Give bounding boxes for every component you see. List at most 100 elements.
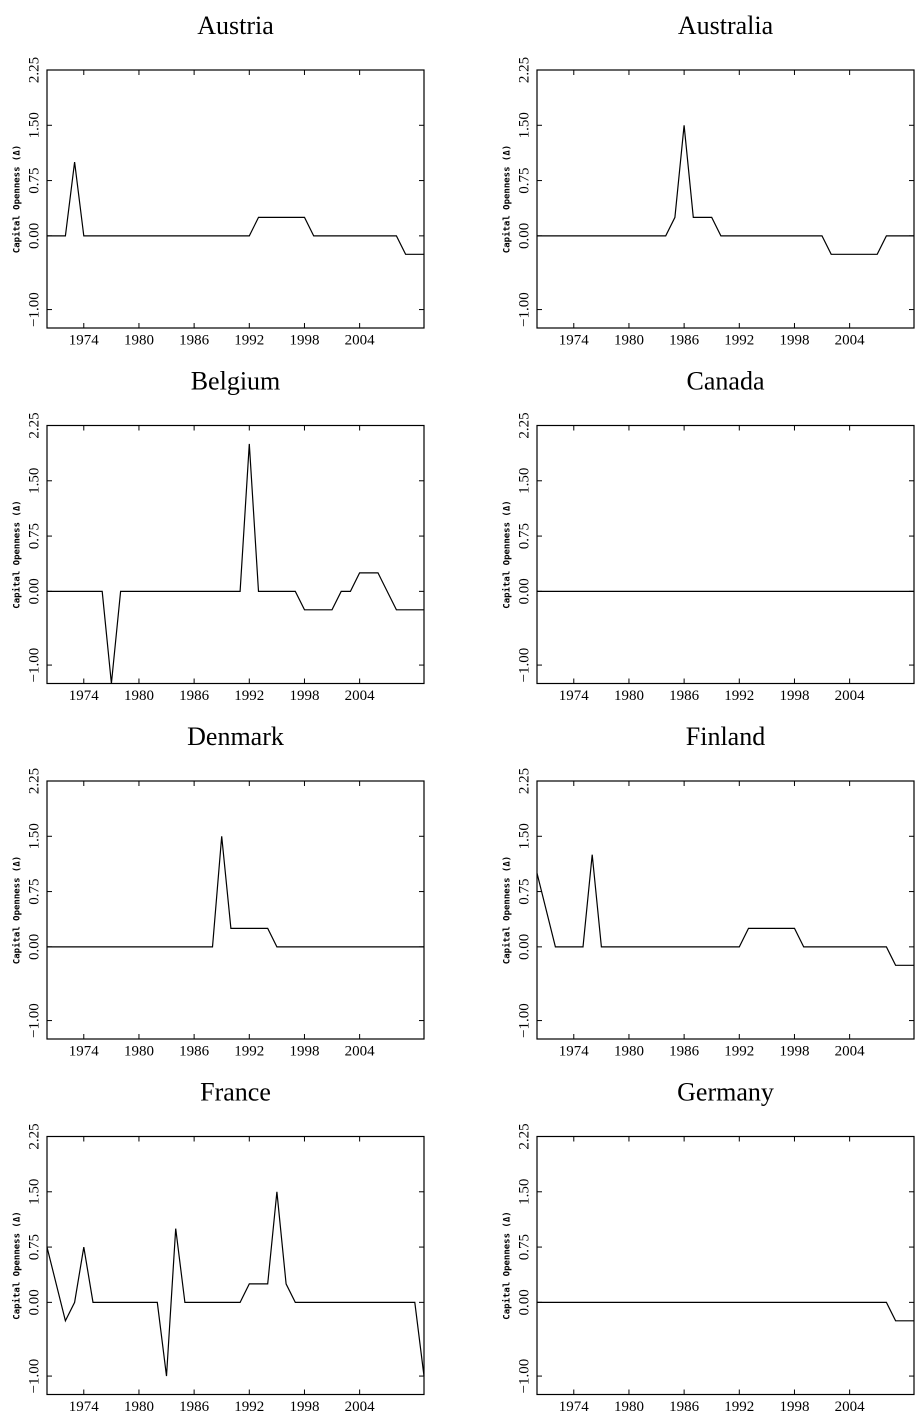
chart-title: Australia [678, 11, 774, 40]
data-line [47, 162, 424, 255]
y-tick-label: 2.25 [516, 768, 532, 794]
x-tick-label: 1974 [69, 1043, 100, 1059]
y-tick-label: 1.50 [26, 823, 42, 849]
y-tick-label: −1.00 [26, 1359, 42, 1394]
data-line [47, 443, 424, 684]
plot-frame [46, 780, 425, 1040]
x-tick-label: 1974 [69, 688, 100, 704]
x-tick-label: 1998 [779, 1399, 809, 1415]
data-line [47, 836, 424, 948]
x-tick-label: 1998 [779, 688, 809, 704]
y-tick-label: −1.00 [516, 648, 532, 683]
x-tick-label: 2004 [345, 332, 376, 348]
x-tick-label: 2004 [835, 688, 866, 704]
y-tick-label: −1.00 [26, 1003, 42, 1038]
x-tick-label: 1974 [559, 1399, 590, 1415]
x-tick-label: 2004 [345, 688, 376, 704]
y-tick-label: 0.00 [516, 934, 532, 960]
x-tick-label: 1986 [669, 1043, 700, 1059]
y-tick-label: 0.75 [516, 1234, 532, 1260]
y-axis-label: Capital Openness (Δ) [12, 145, 23, 253]
y-tick-label: 1.50 [26, 1179, 42, 1205]
x-tick-label: 2004 [835, 332, 866, 348]
x-tick-label: 1980 [124, 1399, 154, 1415]
x-tick-label: 1974 [559, 332, 590, 348]
y-axis-label: Capital Openness (Δ) [502, 145, 513, 253]
plot-frame [536, 424, 915, 685]
y-axis-label: Capital Openness (Δ) [12, 856, 23, 964]
x-tick-label: 1992 [724, 688, 754, 704]
y-tick-label: 1.50 [516, 823, 532, 849]
y-tick-label: 0.75 [26, 878, 42, 904]
y-tick-label: 2.25 [26, 57, 42, 83]
x-tick-label: 1986 [669, 688, 700, 704]
y-tick-label: 1.50 [516, 1179, 532, 1205]
y-tick-label: 1.50 [26, 468, 42, 494]
x-tick-label: 1980 [124, 332, 154, 348]
x-tick-label: 1992 [234, 1399, 264, 1415]
x-tick-label: 1992 [724, 332, 754, 348]
chart-title: Austria [197, 11, 274, 40]
x-tick-label: 1974 [559, 688, 590, 704]
x-tick-label: 1980 [614, 1399, 644, 1415]
x-tick-label: 1986 [669, 1399, 700, 1415]
x-tick-label: 1998 [289, 1399, 319, 1415]
y-tick-label: 0.75 [516, 878, 532, 904]
x-tick-label: 1974 [69, 332, 100, 348]
y-tick-label: 0.00 [26, 578, 42, 604]
x-tick-label: 2004 [345, 1399, 376, 1415]
x-tick-label: 1974 [69, 1399, 100, 1415]
y-tick-label: 2.25 [516, 1123, 532, 1149]
chart-title: France [200, 1077, 271, 1106]
x-tick-label: 2004 [345, 1043, 376, 1059]
data-line [46, 1191, 425, 1377]
y-tick-label: 0.75 [26, 167, 42, 193]
data-line [537, 125, 914, 255]
plot-frame [536, 69, 915, 329]
x-tick-label: 1986 [179, 1399, 210, 1415]
x-tick-label: 2004 [835, 1399, 866, 1415]
y-tick-label: −1.00 [516, 1359, 532, 1394]
x-tick-label: 1986 [179, 688, 210, 704]
y-tick-label: 2.25 [26, 412, 42, 438]
plot-frame [46, 69, 425, 329]
x-tick-label: 1998 [289, 332, 319, 348]
y-tick-label: 1.50 [516, 468, 532, 494]
y-tick-label: 1.50 [26, 112, 42, 138]
x-tick-label: 1980 [614, 332, 644, 348]
x-tick-label: 1998 [289, 1043, 319, 1059]
y-tick-label: 0.00 [516, 223, 532, 249]
y-tick-label: 0.75 [516, 167, 532, 193]
x-tick-label: 1992 [234, 1043, 264, 1059]
x-tick-label: 2004 [835, 1043, 866, 1059]
y-tick-label: 2.25 [26, 1123, 42, 1149]
y-axis-label: Capital Openness (Δ) [12, 1211, 23, 1319]
x-tick-label: 1998 [289, 688, 319, 704]
y-tick-label: 0.00 [516, 1289, 532, 1315]
plot-frame [536, 1135, 915, 1396]
x-tick-label: 1998 [779, 1043, 809, 1059]
y-axis-label: Capital Openness (Δ) [502, 1211, 513, 1319]
y-tick-label: 2.25 [516, 57, 532, 83]
chart-title: Finland [686, 722, 765, 751]
y-tick-label: 0.75 [26, 523, 42, 549]
x-tick-label: 1986 [179, 332, 210, 348]
plot-frame [46, 1135, 425, 1396]
y-axis-label: Capital Openness (Δ) [502, 856, 513, 964]
x-tick-label: 1980 [124, 1043, 154, 1059]
chart-title: Denmark [187, 722, 284, 751]
y-tick-label: 0.00 [26, 223, 42, 249]
x-tick-label: 1980 [614, 1043, 644, 1059]
y-axis-label: Capital Openness (Δ) [502, 500, 513, 608]
x-tick-label: 1986 [179, 1043, 210, 1059]
x-tick-label: 1980 [124, 688, 154, 704]
y-tick-label: 0.00 [26, 934, 42, 960]
chart-title: Belgium [191, 366, 281, 395]
x-tick-label: 1974 [559, 1043, 590, 1059]
y-tick-label: −1.00 [26, 648, 42, 683]
y-tick-label: 0.00 [26, 1289, 42, 1315]
y-tick-label: −1.00 [516, 1003, 532, 1038]
y-tick-label: 0.75 [26, 1234, 42, 1260]
